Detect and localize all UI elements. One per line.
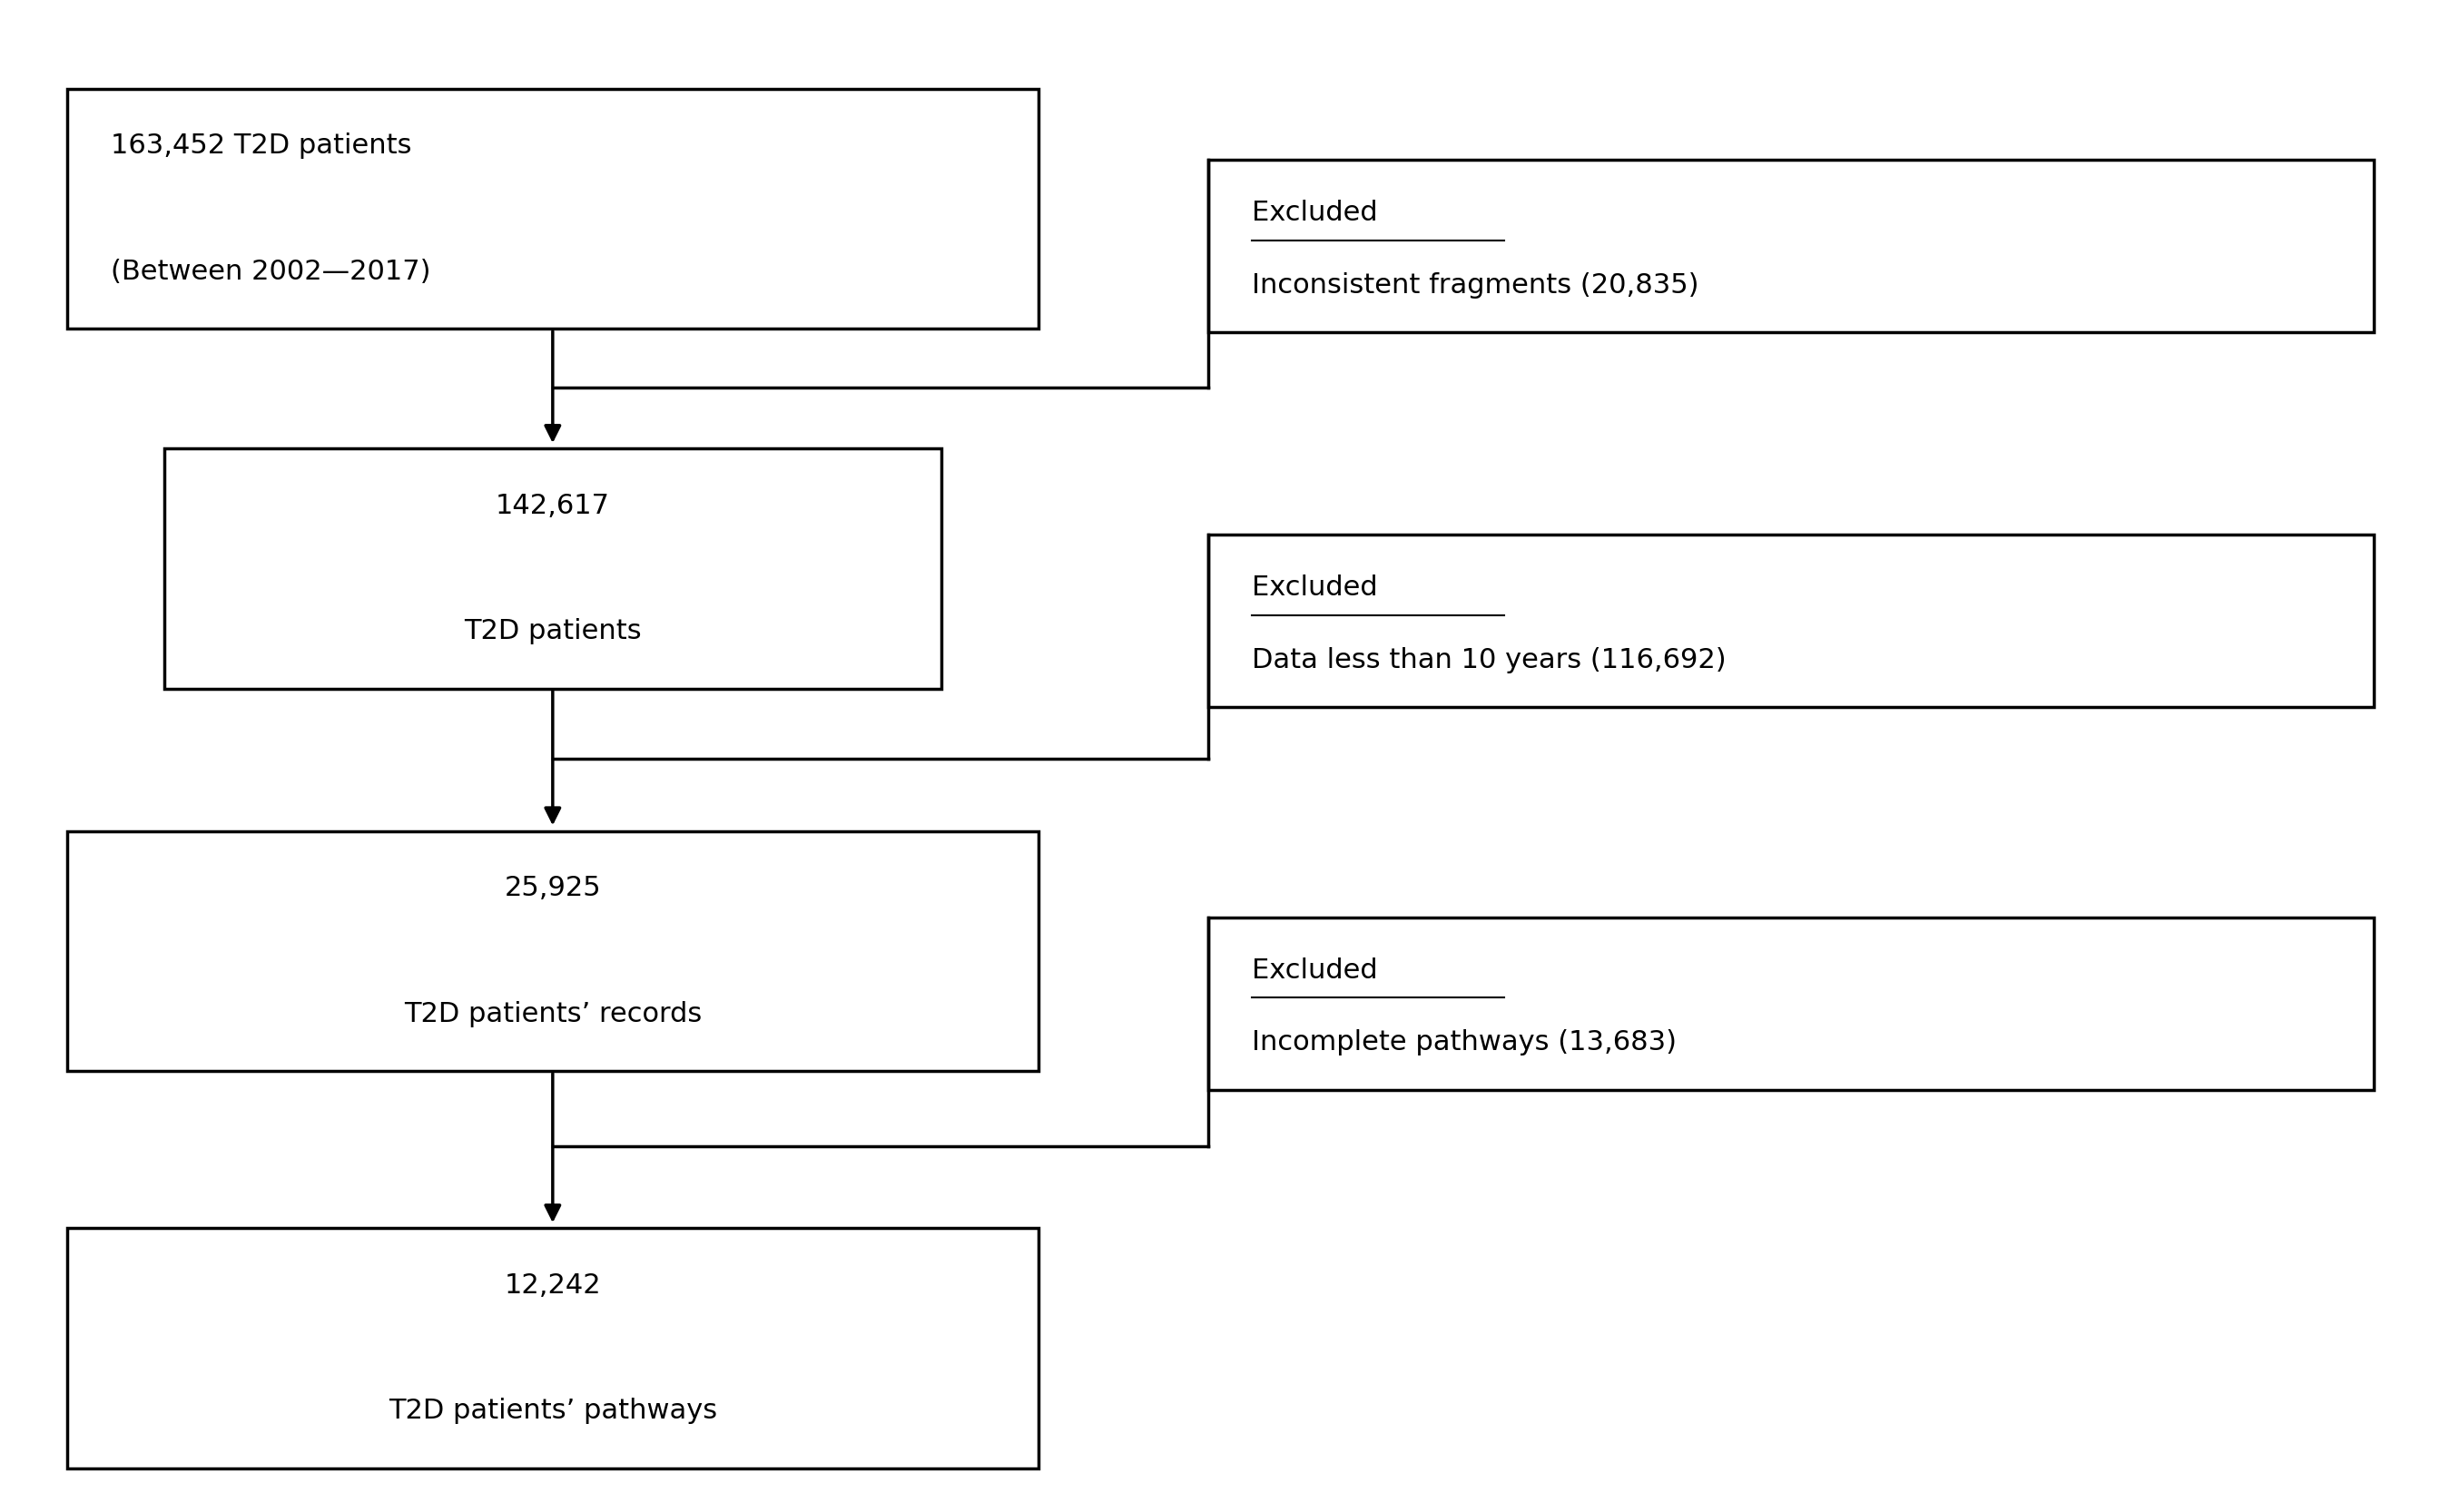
Text: Incomplete pathways (13,683): Incomplete pathways (13,683) [1252, 1030, 1677, 1055]
FancyBboxPatch shape [1208, 535, 2375, 708]
Text: 163,452 T2D patients: 163,452 T2D patients [110, 133, 413, 159]
Text: 12,242: 12,242 [505, 1272, 600, 1299]
Text: Excluded: Excluded [1252, 575, 1377, 602]
Text: Inconsistent fragments (20,835): Inconsistent fragments (20,835) [1252, 272, 1699, 298]
Text: T2D patients: T2D patients [464, 618, 642, 644]
Text: Excluded: Excluded [1252, 957, 1377, 984]
Text: 25,925: 25,925 [505, 875, 600, 901]
Text: (Between 2002—2017): (Between 2002—2017) [110, 259, 430, 284]
FancyBboxPatch shape [164, 449, 942, 688]
FancyBboxPatch shape [66, 1228, 1037, 1468]
Text: T2D patients’ pathways: T2D patients’ pathways [388, 1399, 718, 1424]
Text: T2D patients’ records: T2D patients’ records [403, 1001, 701, 1027]
Text: Data less than 10 years (116,692): Data less than 10 years (116,692) [1252, 647, 1726, 673]
Text: 142,617: 142,617 [496, 493, 610, 519]
FancyBboxPatch shape [66, 89, 1037, 328]
FancyBboxPatch shape [1208, 160, 2375, 333]
FancyBboxPatch shape [1208, 918, 2375, 1090]
FancyBboxPatch shape [66, 832, 1037, 1070]
Text: Excluded: Excluded [1252, 200, 1377, 227]
